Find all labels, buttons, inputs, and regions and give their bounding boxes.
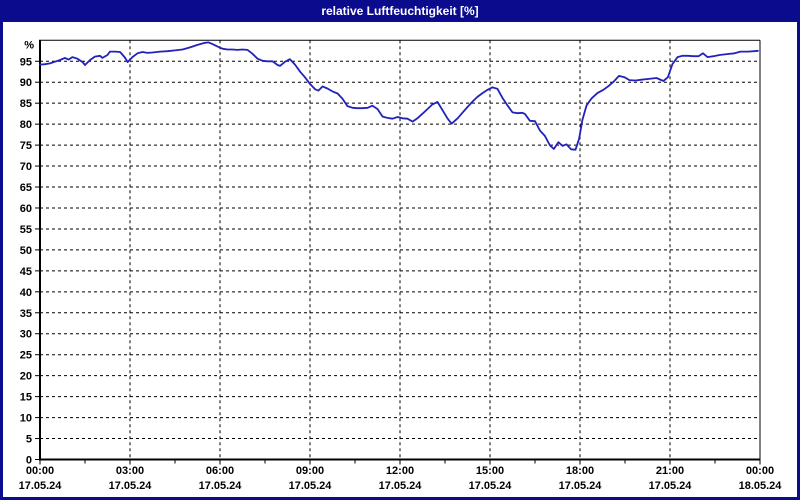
humidity-series-line xyxy=(39,41,759,151)
y-axis-tick-label: 45 xyxy=(20,266,32,278)
x-axis-time-label: 12:00 xyxy=(386,465,414,477)
y-axis-tick-label: 15 xyxy=(20,392,32,404)
y-axis-tick-label: 35 xyxy=(20,308,32,320)
x-axis-time-label: 21:00 xyxy=(656,465,684,477)
y-axis-tick-label: 55 xyxy=(20,224,32,236)
y-axis-tick-label: 60 xyxy=(20,203,32,215)
y-axis-tick-label: 70 xyxy=(20,161,32,173)
x-axis-date-label: 17.05.24 xyxy=(199,480,243,492)
x-axis-time-label: 00:00 xyxy=(26,465,54,477)
y-axis-tick-label: 95 xyxy=(20,56,32,68)
x-axis-time-label: 03:00 xyxy=(116,465,144,477)
x-axis-time-label: 00:00 xyxy=(746,465,774,477)
x-axis-time-label: 06:00 xyxy=(206,465,234,477)
chart-area: 0 5 10 15 20 25 30 35 40 45 50 55 60 65 70 75 80 85 90 95% 0… xyxy=(3,22,797,497)
x-axis-date-label: 17.05.24 xyxy=(559,480,603,492)
y-axis-tick-label: 75 xyxy=(20,140,32,152)
y-axis-tick-label: 10 xyxy=(20,413,32,425)
x-axis-time-label: 09:00 xyxy=(296,465,324,477)
y-axis-tick-label: 90 xyxy=(20,77,32,89)
y-axis-tick-label: 80 xyxy=(20,119,32,131)
window-title-bar[interactable]: relative Luftfeuchtigkeit [%] xyxy=(3,0,797,22)
x-axis-date-label: 17.05.24 xyxy=(19,480,63,492)
y-axis-tick-label: 30 xyxy=(20,329,32,341)
x-axis-date-label: 17.05.24 xyxy=(289,480,333,492)
y-axis-tick-label: 40 xyxy=(20,287,32,299)
x-axis-time-label: 18:00 xyxy=(566,465,594,477)
window-title: relative Luftfeuchtigkeit [%] xyxy=(321,4,479,18)
y-axis-tick-label: 25 xyxy=(20,350,32,362)
y-axis-unit-label: % xyxy=(24,39,34,51)
y-axis-tick-label: 65 xyxy=(20,182,32,194)
y-axis-tick-label: 85 xyxy=(20,98,32,110)
x-axis-time-label: 15:00 xyxy=(476,465,504,477)
x-axis-date-label: 18.05.24 xyxy=(739,480,783,492)
x-axis-date-label: 17.05.24 xyxy=(649,480,693,492)
y-axis-tick-label: 50 xyxy=(20,245,32,257)
y-axis-tick-label: 20 xyxy=(20,371,32,383)
chart-svg: 0 5 10 15 20 25 30 35 40 45 50 55 60 65 70 75 80 85 90 95% 0… xyxy=(19,39,783,492)
x-axis-date-label: 17.05.24 xyxy=(379,480,423,492)
y-axis-tick-label: 5 xyxy=(26,434,32,446)
y-axis-tick-label: 0 xyxy=(26,455,32,467)
x-axis-date-label: 17.05.24 xyxy=(469,480,513,492)
x-axis-date-label: 17.05.24 xyxy=(109,480,153,492)
